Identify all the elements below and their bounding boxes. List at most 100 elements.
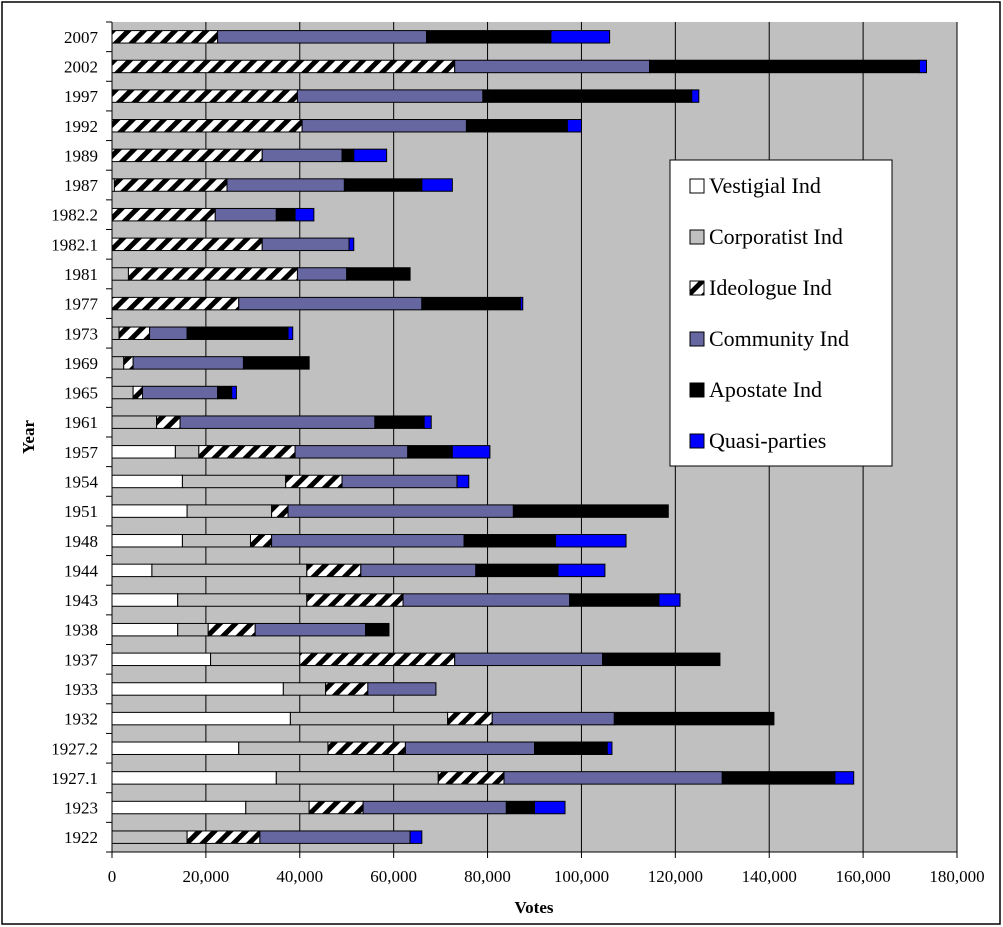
bar-1922-corporatist-ind [111,830,188,844]
bar-1937-corporatist-ind [210,652,301,667]
y-category-label-1927.2: 1927.2 [51,739,98,758]
bar-1948-quasi-parties [555,534,627,548]
bar-1927.2-community-ind [404,741,535,755]
x-tick-label-4: 80,000 [464,867,511,886]
y-category-label-1938: 1938 [64,621,98,640]
bar-1944-quasi-parties [557,563,606,578]
bar-1957-corporatist-ind [174,445,200,459]
bar-1932-apostate-ind [613,711,775,726]
bar-1927.2-corporatist-ind [238,741,329,755]
legend-label-ideologue-ind: Ideologue Ind [709,275,832,300]
bar-1937-apostate-ind [602,652,721,667]
bar-1989-apostate-ind [341,148,355,163]
bar-1948-community-ind [271,534,465,548]
bar-1933-ideologue-ind [325,682,369,696]
legend-swatch-ideologue-ind [689,280,705,296]
bar-1948-apostate-ind [463,534,557,548]
bar-1922-quasi-parties [409,830,423,844]
bar-1957-ideologue-ind [198,445,296,459]
bar-1927.1-vestigial-ind [111,771,277,785]
bar-1944-community-ind [360,563,477,578]
x-tick-label-6: 120,000 [648,867,703,886]
bar-1969-community-ind [132,356,244,370]
bar-1982.2-ideologue-ind [111,207,216,222]
bar-1948-vestigial-ind [111,534,183,548]
legend-swatch-apostate-ind [689,382,705,398]
bar-1927.1-quasi-parties [834,771,855,785]
y-category-label-1922: 1922 [64,828,98,847]
bar-1982.2-community-ind [214,207,277,222]
x-tick-labels: 0 20,000 40,000 60,000 80,000 100,000 120,000 1… [108,867,985,886]
legend-swatch-corporatist-ind [689,229,705,245]
bar-1969-corporatist-ind [111,356,125,370]
bar-1989-ideologue-ind [111,148,263,163]
bar-1977-community-ind [238,296,423,311]
y-category-label-1923: 1923 [64,799,98,818]
y-category-label-1961: 1961 [64,413,98,432]
bar-1961-community-ind [179,415,376,429]
bar-1923-apostate-ind [505,800,536,815]
bar-1973-ideologue-ind [118,326,151,340]
bar-1943-ideologue-ind [306,593,404,607]
bar-1977-ideologue-ind [111,296,240,311]
bar-1997-community-ind [296,89,484,103]
bar-1932-community-ind [491,711,615,726]
x-tick-label-2: 40,000 [276,867,323,886]
x-tick-label-8: 160,000 [835,867,890,886]
bar-1927.2-vestigial-ind [111,741,240,755]
bar-1965-community-ind [142,385,219,400]
bar-2002-community-ind [454,59,651,74]
bar-1969-ideologue-ind [123,356,134,370]
bar-1943-apostate-ind [569,593,660,607]
bar-1951-community-ind [287,504,514,518]
y-category-label-1982.2: 1982.2 [51,206,98,225]
bar-1954-vestigial-ind [111,474,183,489]
bar-1951-ideologue-ind [271,504,289,518]
legend-swatch-community-ind [689,331,705,347]
bar-1922-community-ind [259,830,411,844]
legend-swatch-quasi-parties [689,433,705,449]
bar-1965-corporatist-ind [111,385,134,400]
y-category-label-1969: 1969 [64,354,98,373]
bar-1965-ideologue-ind [132,385,144,400]
legend-label-quasi-parties: Quasi-parties [709,428,826,453]
bar-1943-quasi-parties [658,593,681,607]
bar-1981-corporatist-ind [111,267,129,281]
bar-1923-quasi-parties [534,800,566,815]
y-category-label-1944: 1944 [64,561,99,580]
bar-1923-community-ind [362,800,507,815]
x-tick-label-1: 20,000 [183,867,230,886]
bar-1961-apostate-ind [374,415,425,429]
bar-1954-ideologue-ind [285,474,343,489]
bar-1992-apostate-ind [465,119,568,133]
bar-1982.1-ideologue-ind [111,237,263,252]
bar-1987-quasi-parties [421,178,453,192]
bar-1948-corporatist-ind [181,534,251,548]
bar-1997-ideologue-ind [111,89,298,103]
bar-1992-ideologue-ind [111,119,303,133]
bar-1927.1-community-ind [503,771,723,785]
y-category-label-1943: 1943 [64,591,98,610]
y-category-label-1973: 1973 [64,324,98,343]
y-category-label-1954: 1954 [64,472,99,491]
bar-1957-quasi-parties [451,445,491,459]
bar-1937-ideologue-ind [299,652,456,667]
bar-1943-vestigial-ind [111,593,179,607]
bar-1927.1-corporatist-ind [275,771,439,785]
legend-label-vestigial-ind: Vestigial Ind [709,173,821,198]
bar-1973-apostate-ind [186,326,289,340]
bar-1938-vestigial-ind [111,622,179,637]
bar-2002-apostate-ind [649,59,920,74]
bar-1944-apostate-ind [475,563,559,578]
y-category-label-2002: 2002 [64,57,98,76]
legend-label-community-ind: Community Ind [709,326,849,351]
y-category-label-1948: 1948 [64,532,98,551]
x-axis-title: Votes [514,898,553,917]
bar-1961-quasi-parties [423,415,432,429]
y-category-label-1982.1: 1982.1 [51,235,98,254]
bar-1987-ideologue-ind [113,178,228,192]
bar-1957-vestigial-ind [111,445,176,459]
bar-1987-apostate-ind [343,178,423,192]
bar-1981-community-ind [296,267,348,281]
